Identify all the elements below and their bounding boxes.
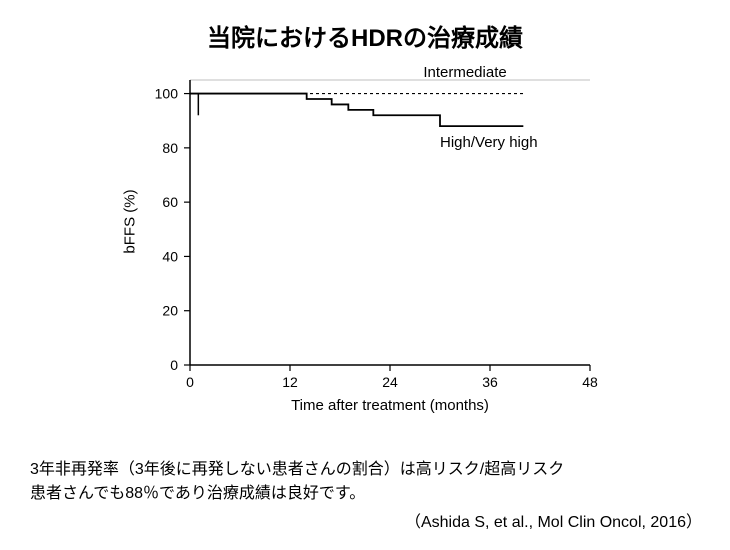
svg-text:80: 80 <box>162 140 178 156</box>
svg-text:36: 36 <box>482 374 498 390</box>
svg-text:48: 48 <box>582 374 598 390</box>
citation-text: （Ashida S, et al., Mol Clin Oncol, 2016） <box>405 508 702 532</box>
svg-text:0: 0 <box>186 374 194 390</box>
series-label-high-very-high: High/Very high <box>440 134 538 151</box>
svg-text:12: 12 <box>282 374 298 390</box>
caption-text: 3年非再発率（3年後に再発しない患者さんの割合）は高リスク/超高リスク 患者さん… <box>30 458 564 506</box>
svg-text:60: 60 <box>162 194 178 210</box>
svg-text:40: 40 <box>162 248 178 264</box>
kaplan-meier-chart: 0 20 40 60 80 100 0 12 24 36 48 <box>0 0 730 440</box>
svg-text:24: 24 <box>382 374 398 390</box>
y-axis-label: bFFS (%) <box>122 161 139 281</box>
svg-text:100: 100 <box>155 86 179 102</box>
series-label-intermediate: Intermediate <box>423 64 506 81</box>
svg-text:0: 0 <box>170 357 178 373</box>
x-axis-label: Time after treatment (months) <box>190 397 590 414</box>
svg-text:20: 20 <box>162 303 178 319</box>
caption-line2: 患者さんでも88％であり治療成績は良好です。 <box>30 485 365 502</box>
caption-line1: 3年非再発率（3年後に再発しない患者さんの割合）は高リスク/超高リスク <box>30 461 564 478</box>
